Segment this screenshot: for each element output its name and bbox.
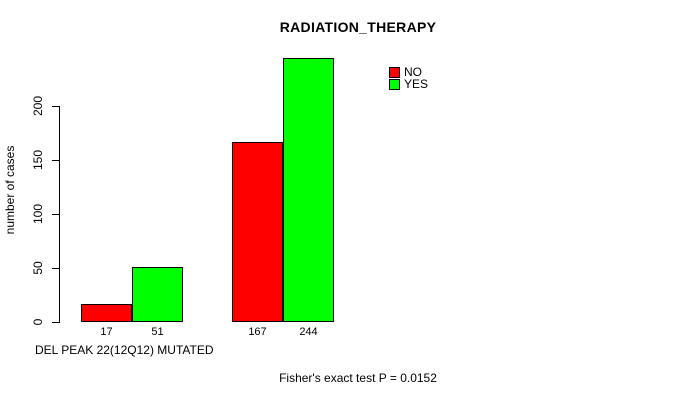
legend-label: YES [404, 77, 429, 91]
y-axis-label: number of cases [3, 145, 17, 235]
y-axis-line [59, 106, 60, 323]
bar-yes-group1 [132, 267, 183, 322]
legend-swatch-yes [389, 78, 400, 90]
y-axis-tick-label: 200 [31, 95, 45, 117]
legend-row-no: NO [389, 66, 428, 78]
y-axis-tick [52, 214, 59, 215]
chart-title: RADIATION_THERAPY [279, 19, 437, 35]
y-axis-tick [52, 160, 59, 161]
y-axis-tick [52, 106, 59, 107]
y-axis-tick-label: 100 [31, 203, 45, 225]
y-axis-tick [52, 268, 59, 269]
bar-no-group2 [232, 142, 283, 322]
bar-no-group1 [81, 304, 132, 322]
y-axis-tick-label: 150 [31, 149, 45, 171]
legend-swatch-no [389, 66, 400, 78]
legend-label: NO [404, 65, 422, 79]
legend: NO YES [389, 66, 428, 90]
bar-value-label: 17 [100, 326, 113, 338]
y-axis-tick [52, 322, 59, 323]
bar-value-label: 167 [248, 326, 267, 338]
x-axis-label: DEL PEAK 22(12Q12) MUTATED [35, 343, 214, 357]
bar-yes-group2 [283, 58, 334, 322]
y-axis-tick-label: 50 [31, 261, 45, 275]
bar-value-label: 244 [299, 326, 318, 338]
legend-row-yes: YES [389, 78, 428, 90]
bar-value-label: 51 [151, 326, 164, 338]
y-axis-tick-label: 0 [31, 318, 45, 326]
stat-annotation: Fisher's exact test P = 0.0152 [279, 371, 437, 385]
